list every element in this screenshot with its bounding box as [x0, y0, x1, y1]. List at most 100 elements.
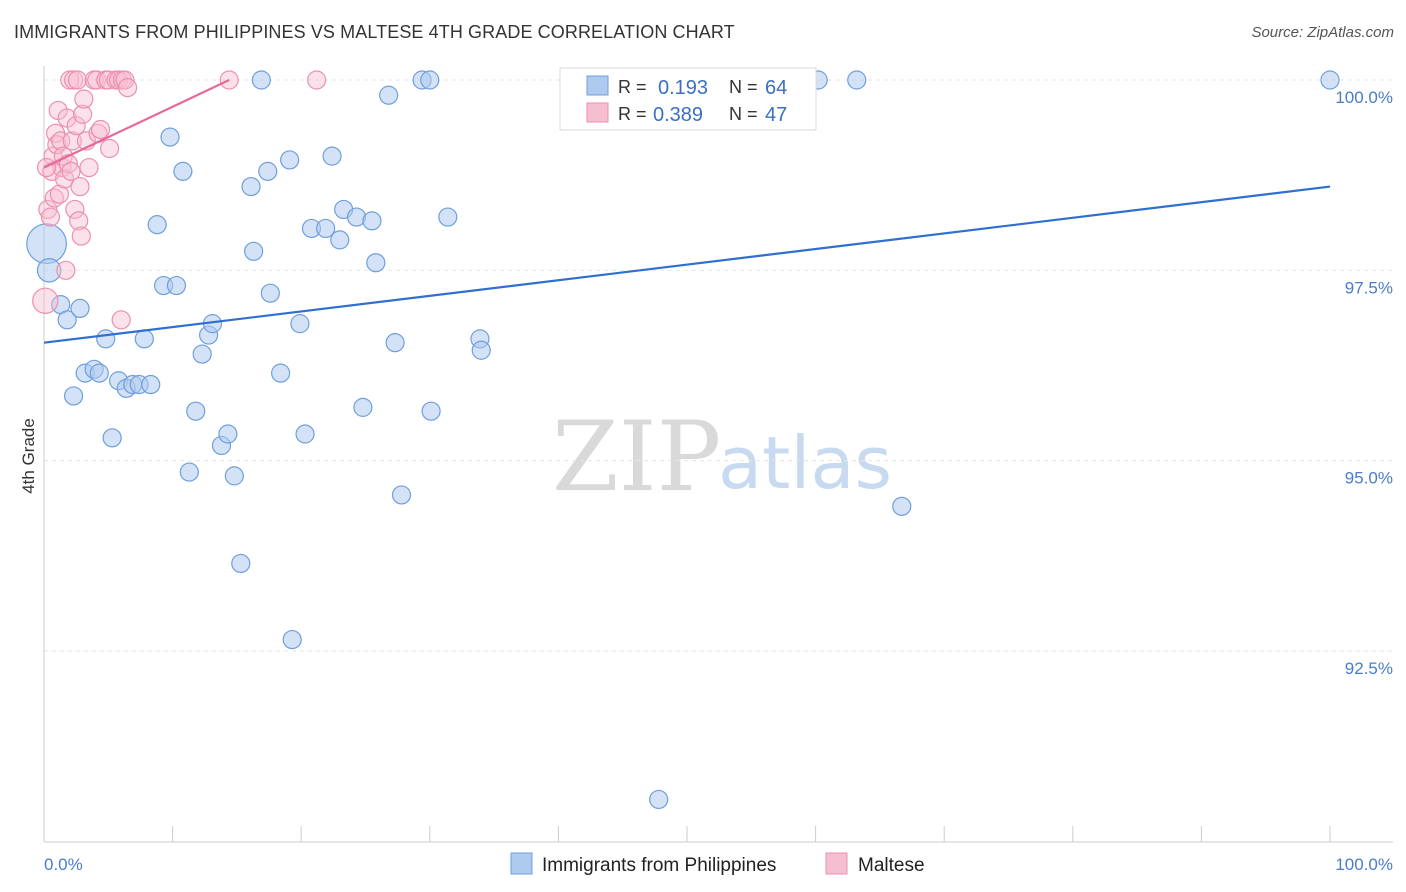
point-philippines-23 [186, 401, 206, 421]
point-maltese-28 [74, 89, 94, 109]
point-maltese-30 [79, 157, 99, 178]
point-philippines-35 [260, 283, 280, 303]
point-philippines-10 [102, 428, 122, 448]
point-maltese-13 [54, 169, 75, 189]
chart-title: IMMIGRANTS FROM PHILIPPINES VS MALTESE 4… [14, 22, 735, 42]
legend-n-label-2: N = [729, 104, 758, 124]
point-maltese-0 [32, 287, 59, 314]
point-philippines-15 [134, 329, 154, 349]
point-philippines-29 [224, 466, 244, 486]
point-philippines-47 [353, 397, 373, 417]
point-maltese-14 [56, 260, 76, 280]
trend-line-philippines [43, 185, 1331, 344]
point-philippines-21 [173, 161, 193, 181]
point-philippines-54 [420, 70, 440, 90]
point-philippines-32 [244, 241, 264, 261]
point-philippines-37 [280, 150, 300, 170]
legend-r-value-1: 0.193 [658, 77, 708, 99]
legend-r-label-1: R = [618, 77, 647, 97]
point-philippines-8 [89, 363, 109, 383]
point-philippines-1 [36, 258, 62, 283]
y-tick-label-1: 97.5% [1345, 278, 1393, 297]
point-maltese-19 [62, 131, 82, 151]
x-tick-label-right: 100.0% [1335, 855, 1393, 874]
point-philippines-43 [322, 146, 342, 166]
point-maltese-37 [99, 138, 120, 159]
legend-r-label-2: R = [618, 104, 647, 124]
y-tick-label-2: 95.0% [1345, 469, 1393, 488]
series-legend-swatch-pink [825, 852, 848, 875]
point-maltese-36 [98, 70, 118, 90]
point-philippines-50 [379, 85, 399, 105]
point-philippines-34 [258, 161, 278, 181]
series-legend-label-pink: Maltese [858, 855, 925, 876]
series-legend: Immigrants from Philippines Maltese [510, 852, 925, 876]
point-philippines-3 [57, 310, 77, 330]
y-tick-labels: 100.0% 97.5% 95.0% 92.5% [1335, 88, 1393, 678]
point-philippines-39 [290, 314, 310, 334]
point-philippines-63 [1320, 70, 1340, 90]
point-philippines-55 [421, 401, 441, 421]
series-legend-label-blue: Immigrants from Philippines [542, 855, 776, 876]
point-philippines-48 [362, 211, 382, 231]
legend-n-label-1: N = [729, 77, 758, 97]
point-philippines-38 [282, 629, 302, 650]
point-maltese-1 [38, 199, 58, 220]
point-maltese-43 [117, 78, 138, 98]
point-philippines-44 [330, 230, 350, 250]
point-philippines-36 [271, 363, 291, 383]
point-maltese-21 [65, 199, 85, 220]
point-maltese-7 [47, 135, 67, 155]
legend-n-value-2: 47 [765, 104, 787, 126]
legend-swatch-blue [586, 75, 609, 96]
trend-lines [43, 79, 1331, 344]
point-philippines-28 [218, 424, 238, 444]
point-maltese-34 [90, 119, 111, 140]
point-philippines-24 [192, 344, 212, 364]
point-philippines-56 [438, 207, 458, 227]
stats-legend: R = 0.193 N = 64 R = 0.389 N = 47 [559, 67, 817, 131]
point-philippines-61 [847, 70, 867, 90]
point-philippines-20 [166, 275, 187, 296]
point-philippines-52 [391, 485, 412, 505]
point-maltese-18 [61, 161, 81, 181]
y-axis-label: 4th Grade [19, 418, 38, 494]
watermark-zip: ZIP [552, 401, 721, 513]
point-philippines-33 [251, 70, 271, 90]
point-philippines-42 [316, 218, 336, 239]
axes [43, 66, 1393, 843]
point-philippines-58 [471, 340, 491, 360]
source-label: Source: ZipAtlas.com [1251, 24, 1394, 41]
series-legend-swatch-blue [510, 852, 533, 875]
point-maltese-42 [115, 70, 135, 90]
point-philippines-17 [147, 215, 167, 235]
point-philippines-59 [649, 789, 669, 810]
point-philippines-31 [241, 176, 261, 197]
point-maltese-22 [66, 116, 86, 136]
watermark-atlas: atlas [718, 421, 892, 505]
point-maltese-23 [67, 70, 88, 90]
point-maltese-24 [69, 211, 89, 231]
point-maltese-27 [72, 104, 93, 124]
y-tick-label-0: 100.0% [1335, 88, 1393, 107]
point-philippines-62 [892, 496, 912, 516]
point-philippines-30 [231, 553, 251, 574]
point-maltese-25 [70, 176, 90, 197]
point-philippines-0 [26, 223, 67, 265]
legend-r-value-2: 0.389 [653, 104, 703, 126]
point-maltese-26 [71, 226, 91, 246]
point-maltese-2 [40, 207, 61, 227]
point-philippines-19 [160, 127, 180, 147]
x-tick-label-left: 0.0% [44, 855, 83, 874]
point-philippines-49 [366, 253, 386, 273]
y-tick-label-3: 92.5% [1345, 659, 1393, 678]
point-philippines-4 [63, 386, 84, 406]
point-philippines-9 [96, 329, 116, 349]
legend-swatch-pink [586, 102, 609, 123]
point-maltese-10 [51, 131, 71, 151]
point-maltese-45 [307, 70, 327, 90]
legend-n-value-1: 64 [765, 77, 787, 99]
point-philippines-51 [385, 333, 405, 353]
point-philippines-5 [70, 298, 90, 318]
